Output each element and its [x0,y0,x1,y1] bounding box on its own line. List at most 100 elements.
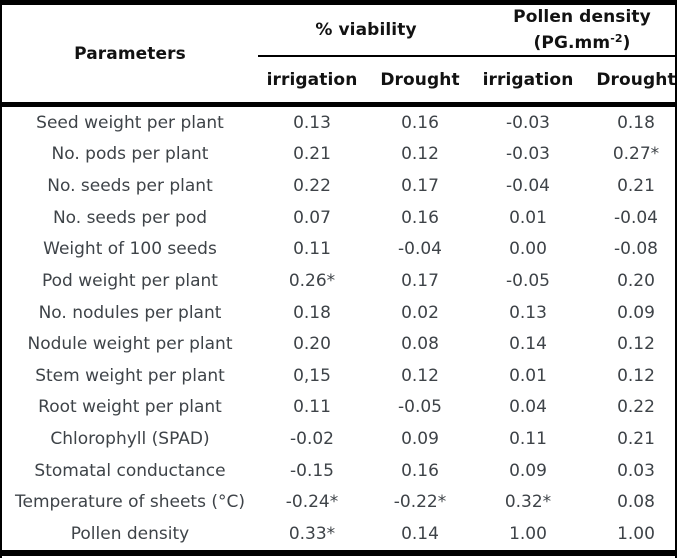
value-cell: 0.13 [293,112,331,133]
value-cell: 0.08 [617,492,655,513]
subheader-pollen-drought: Drought [596,69,676,90]
table-row: Pollen density 0.33* 0.14 1.00 1.00 [2,518,675,550]
value-cell: 0.18 [617,112,655,133]
value-cell: 0.11 [509,429,547,450]
value-cell: 1.00 [617,523,655,544]
value-cell: -0.04 [614,207,658,228]
value-cell: 0.16 [401,207,439,228]
parameter-cell: No. seeds per plant [47,176,213,197]
table-row: No. seeds per plant 0.22 0.17 -0.04 0.21 [2,170,675,202]
value-cell: 0.14 [509,334,547,355]
parameter-cell: Weight of 100 seeds [43,239,217,260]
value-cell: -0.02 [290,429,334,450]
table-row: Weight of 100 seeds 0.11 -0.04 0.00 -0.0… [2,234,675,266]
value-cell: 1.00 [509,523,547,544]
value-cell: 0.21 [293,144,331,165]
value-cell: 0.13 [509,302,547,323]
value-cell: 0.07 [293,207,331,228]
value-cell: -0.08 [614,239,658,260]
table-body: Seed weight per plant 0.13 0.16 -0.03 0.… [2,107,675,550]
parameter-cell: No. seeds per pod [52,207,208,228]
parameter-cell: Stem weight per plant [35,365,225,386]
value-cell: 0.20 [617,270,655,291]
value-cell: 0.21 [617,176,655,197]
viability-group-header: % viability [315,20,417,40]
value-cell: -0.15 [290,460,334,481]
value-cell: 0.12 [617,334,655,355]
table-bottom-border [2,549,675,556]
subheader-viability-drought: Drought [380,69,460,90]
value-cell: 0.21 [617,429,655,450]
value-cell: 0.02 [401,302,439,323]
table: Parameters % viability Pollen density (P… [2,5,676,556]
value-cell: 0.18 [293,302,331,323]
parameter-cell: No. pods per plant [51,144,209,165]
table-row: No. nodules per plant 0.18 0.02 0.13 0.0… [2,297,675,329]
value-cell: -0.03 [506,144,550,165]
value-cell: 0.33* [288,523,336,544]
value-cell: -0.04 [506,176,550,197]
value-cell: 0.17 [401,176,439,197]
unit-prefix: (PG.mm [533,32,611,53]
parameter-cell: Temperature of sheets (°C) [15,492,245,513]
value-cell: 0.11 [293,397,331,418]
table-row: Root weight per plant 0.11 -0.05 0.04 0.… [2,392,675,424]
parameter-cell: Pollen density [70,523,190,544]
table-row: Seed weight per plant 0.13 0.16 -0.03 0.… [2,107,675,139]
value-cell: 0.08 [401,334,439,355]
table-row: Nodule weight per plant 0.20 0.08 0.14 0… [2,328,675,360]
pollen-density-unit: (PG.mm-2) [534,28,631,54]
table-row: Pod weight per plant 0.26* 0.17 -0.05 0.… [2,265,675,297]
value-cell: 0.09 [617,302,655,323]
value-cell: 0,15 [293,365,331,386]
value-cell: -0.22* [393,492,447,513]
value-cell: 0.16 [401,112,439,133]
value-cell: 0.12 [401,144,439,165]
pollen-density-label: Pollen density [513,6,651,27]
value-cell: 0.14 [401,523,439,544]
header-divider [2,102,675,107]
value-cell: 0.04 [509,397,547,418]
group-header-rule [258,55,675,57]
value-cell: -0.03 [506,112,550,133]
value-cell: 0.17 [401,270,439,291]
table-row: No. pods per plant 0.21 0.12 -0.03 0.27* [2,139,675,171]
table-row: Stem weight per plant 0,15 0.12 0.01 0.1… [2,360,675,392]
value-cell: -0.24* [285,492,339,513]
value-cell: 0.11 [293,239,331,260]
unit-suffix: ) [622,32,631,53]
parameter-cell: Pod weight per plant [42,270,218,291]
value-cell: 0.16 [401,460,439,481]
parameter-cell: Nodule weight per plant [27,334,233,355]
value-cell: -0.05 [506,270,550,291]
value-cell: 0.22 [617,397,655,418]
value-cell: -0.05 [398,397,442,418]
parameter-cell: Chlorophyll (SPAD) [50,429,210,450]
parameter-cell: Stomatal conductance [34,460,226,481]
table-row: Temperature of sheets (°C) -0.24* -0.22*… [2,487,675,519]
value-cell: -0.04 [398,239,442,260]
parameters-column-header: Parameters [74,43,186,64]
parameter-cell: No. nodules per plant [38,302,222,323]
table-header: Parameters % viability Pollen density (P… [2,5,676,107]
value-cell: 0.20 [293,334,331,355]
parameter-cell: Root weight per plant [38,397,222,418]
value-cell: 0.22 [293,176,331,197]
value-cell: 0.01 [509,365,547,386]
value-cell: 0.26* [288,270,336,291]
unit-superscript: -2 [610,31,623,45]
subheader-viability-irrigation: irrigation [266,69,358,90]
value-cell: 0.12 [617,365,655,386]
pollen-density-group-header: Pollen density (PG.mm-2) [474,5,675,55]
table-row: Chlorophyll (SPAD) -0.02 0.09 0.11 0.21 [2,423,675,455]
value-cell: 0.01 [509,207,547,228]
value-cell: 0.12 [401,365,439,386]
parameter-cell: Seed weight per plant [36,112,224,133]
value-cell: 0.27* [612,144,660,165]
value-cell: 0.00 [509,239,547,260]
value-cell: 0.32* [504,492,552,513]
table-row: No. seeds per pod 0.07 0.16 0.01 -0.04 [2,202,675,234]
subheader-pollen-irrigation: irrigation [482,69,574,90]
value-cell: 0.03 [617,460,655,481]
